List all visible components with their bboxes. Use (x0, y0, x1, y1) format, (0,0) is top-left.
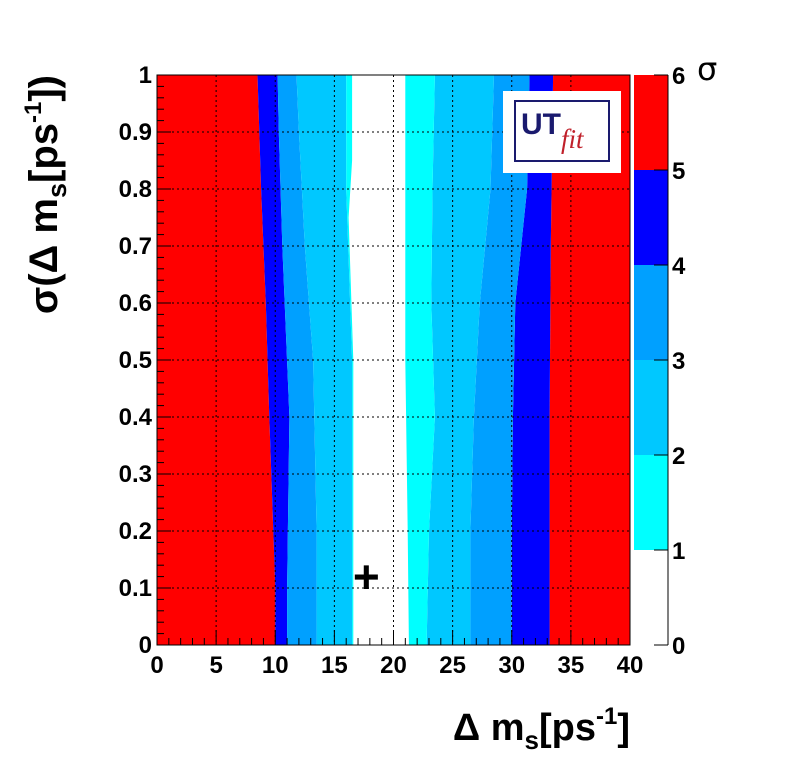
x-label-unit-close: ] (617, 707, 630, 749)
heatmap-region-1 (549, 75, 630, 645)
utfit-logo: UT fit (503, 91, 621, 173)
heatmap-region-8 (346, 75, 354, 645)
colorbar-tick-label: 5 (672, 158, 685, 185)
x-tick-label: 15 (321, 652, 348, 679)
x-tick-label: 40 (617, 652, 644, 679)
y-label-sup: -1 (20, 102, 47, 123)
y-tick-label: 0.4 (119, 404, 153, 431)
x-tick-label: 5 (209, 652, 222, 679)
x-axis-ticks: 0 5 10 15 20 25 30 35 40 (150, 630, 643, 679)
logo-text-main: UT (521, 108, 561, 141)
marker-plus: + (353, 551, 380, 603)
colorbar-band-5 (634, 75, 668, 170)
colorbar-tick-label: 2 (672, 443, 685, 470)
colorbar-band-4 (634, 170, 668, 265)
x-tick-label: 35 (558, 652, 585, 679)
y-tick-label: 0.2 (119, 518, 152, 545)
colorbar-tick-label: 0 (672, 633, 685, 660)
y-tick-label: 0.8 (119, 176, 152, 203)
y-tick-label: 0.9 (119, 119, 152, 146)
y-label-sub: s (42, 183, 72, 198)
x-tick-label: 30 (498, 652, 525, 679)
y-tick-label: 1 (139, 62, 152, 89)
heatmap-region-6 (296, 75, 353, 645)
x-tick-label: 25 (439, 652, 466, 679)
colorbar-tick-label: 1 (672, 538, 685, 565)
y-tick-label: 0.7 (119, 233, 152, 260)
x-label-sub: s (525, 725, 539, 755)
logo-text-sub: fit (561, 124, 585, 154)
x-label-sup: -1 (596, 703, 617, 730)
x-tick-label: 10 (262, 652, 289, 679)
y-tick-label: 0.5 (119, 347, 152, 374)
colorbar: 0 1 2 3 4 5 6 (634, 63, 686, 660)
y-tick-label: 0.3 (119, 461, 152, 488)
colorbar-tick-label: 6 (672, 63, 685, 90)
x-label-unit-open: [ps (539, 707, 596, 749)
colorbar-band-2 (634, 360, 668, 455)
x-axis-label: Δ ms[ps-1] (453, 703, 630, 755)
heatmap-region-7 (426, 75, 494, 645)
best-fit-marker: + (353, 551, 380, 603)
y-label-unit-close: ]) (22, 75, 66, 102)
y-label-unit-open: [ps (22, 123, 66, 183)
y-axis-ticks: 0 0.1 0.2 0.3 0.4 0.5 0.6 0.7 0.8 0.9 1 (119, 62, 171, 659)
colorbar-band-0 (634, 550, 668, 645)
colorbar-tick-label: 3 (672, 348, 685, 375)
colorbar-title: σ (697, 50, 717, 88)
x-tick-label: 0 (150, 652, 163, 679)
y-tick-label: 0 (139, 632, 152, 659)
y-tick-label: 0.1 (119, 575, 152, 602)
colorbar-tick-label: 4 (672, 253, 686, 280)
x-tick-label: 20 (380, 652, 407, 679)
colorbar-band-1 (634, 455, 668, 550)
heatmap-region-9 (405, 75, 435, 645)
colorbar-band-3 (634, 265, 668, 360)
x-label-main: Δ m (453, 707, 525, 749)
y-axis-label: σ(Δ ms[ps-1]) (20, 75, 72, 314)
y-label-open: σ(Δ m (22, 198, 66, 314)
heatmap-region-5 (470, 75, 530, 645)
y-tick-label: 0.6 (119, 290, 152, 317)
